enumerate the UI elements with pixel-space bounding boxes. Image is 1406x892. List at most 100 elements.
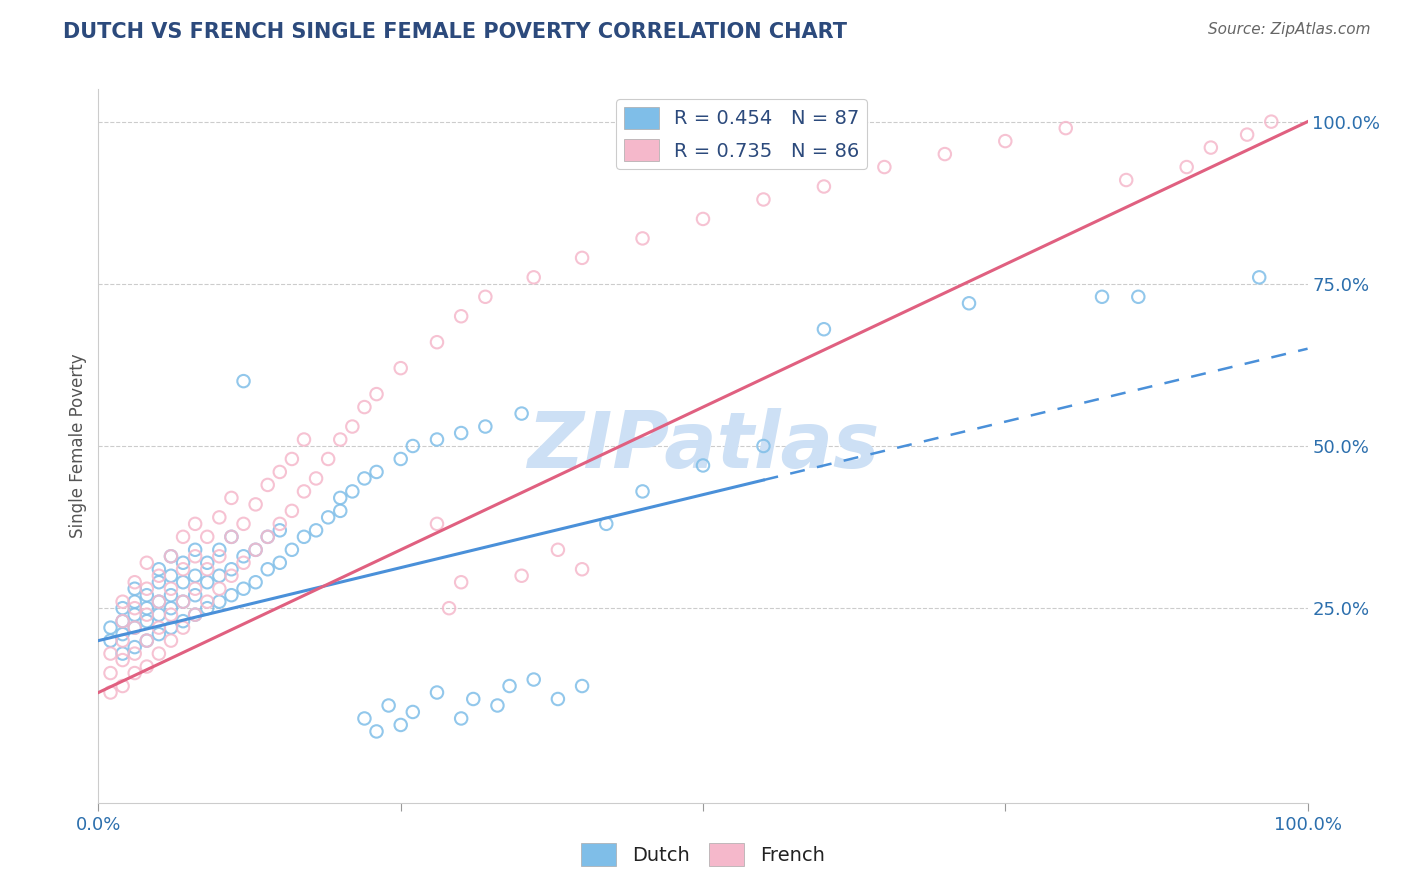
- Point: [160, 582, 183, 596]
- Point: [111, 633, 134, 648]
- Point: [269, 465, 291, 479]
- Point: [100, 647, 122, 661]
- Point: [160, 588, 183, 602]
- Point: [100, 685, 122, 699]
- Point: [256, 530, 278, 544]
- Point: [221, 491, 243, 505]
- Point: [631, 231, 654, 245]
- Point: [172, 575, 194, 590]
- Point: [245, 497, 267, 511]
- Point: [292, 484, 315, 499]
- Point: [1091, 290, 1114, 304]
- Point: [124, 621, 146, 635]
- Point: [160, 549, 183, 564]
- Point: [124, 647, 146, 661]
- Point: [135, 633, 157, 648]
- Point: [195, 595, 218, 609]
- Point: [342, 484, 364, 499]
- Point: [377, 698, 399, 713]
- Point: [366, 724, 388, 739]
- Point: [256, 478, 278, 492]
- Point: [111, 595, 134, 609]
- Point: [232, 549, 254, 564]
- Point: [450, 711, 472, 725]
- Point: [232, 516, 254, 531]
- Point: [934, 147, 956, 161]
- Point: [148, 647, 170, 661]
- Point: [111, 614, 134, 628]
- Point: [208, 549, 231, 564]
- Point: [353, 400, 375, 414]
- Point: [269, 556, 291, 570]
- Point: [571, 679, 593, 693]
- Point: [463, 692, 485, 706]
- Point: [450, 425, 472, 440]
- Point: [160, 633, 183, 648]
- Point: [316, 510, 339, 524]
- Point: [195, 556, 218, 570]
- Point: [245, 575, 267, 590]
- Point: [292, 530, 315, 544]
- Point: [135, 614, 157, 628]
- Point: [957, 296, 980, 310]
- Point: [148, 575, 170, 590]
- Point: [124, 575, 146, 590]
- Point: [195, 575, 218, 590]
- Point: [281, 542, 304, 557]
- Point: [172, 595, 194, 609]
- Point: [305, 524, 328, 538]
- Point: [571, 562, 593, 576]
- Point: [366, 465, 388, 479]
- Point: [498, 679, 520, 693]
- Point: [100, 666, 122, 681]
- Point: [426, 685, 449, 699]
- Point: [426, 433, 449, 447]
- Text: DUTCH VS FRENCH SINGLE FEMALE POVERTY CORRELATION CHART: DUTCH VS FRENCH SINGLE FEMALE POVERTY CO…: [63, 22, 848, 42]
- Point: [135, 601, 157, 615]
- Text: Source: ZipAtlas.com: Source: ZipAtlas.com: [1208, 22, 1371, 37]
- Point: [208, 582, 231, 596]
- Point: [752, 193, 775, 207]
- Point: [124, 621, 146, 635]
- Point: [281, 452, 304, 467]
- Text: ZIPatlas: ZIPatlas: [527, 408, 879, 484]
- Point: [221, 530, 243, 544]
- Point: [172, 621, 194, 635]
- Point: [160, 549, 183, 564]
- Point: [172, 530, 194, 544]
- Point: [426, 516, 449, 531]
- Point: [245, 542, 267, 557]
- Point: [752, 439, 775, 453]
- Point: [571, 251, 593, 265]
- Point: [184, 588, 207, 602]
- Point: [389, 361, 412, 376]
- Point: [486, 698, 509, 713]
- Point: [281, 504, 304, 518]
- Point: [208, 595, 231, 609]
- Point: [256, 562, 278, 576]
- Point: [474, 419, 496, 434]
- Point: [523, 270, 546, 285]
- Point: [813, 179, 835, 194]
- Point: [366, 387, 388, 401]
- Legend: R = 0.454   N = 87, R = 0.735   N = 86: R = 0.454 N = 87, R = 0.735 N = 86: [616, 99, 868, 169]
- Point: [111, 601, 134, 615]
- Point: [269, 524, 291, 538]
- Point: [100, 633, 122, 648]
- Point: [148, 607, 170, 622]
- Point: [232, 374, 254, 388]
- Point: [292, 433, 315, 447]
- Point: [873, 160, 896, 174]
- Point: [402, 439, 425, 453]
- Point: [148, 595, 170, 609]
- Point: [994, 134, 1017, 148]
- Point: [160, 621, 183, 635]
- Point: [426, 335, 449, 350]
- Point: [135, 607, 157, 622]
- Point: [1115, 173, 1137, 187]
- Point: [195, 601, 218, 615]
- Point: [124, 666, 146, 681]
- Point: [184, 607, 207, 622]
- Point: [329, 504, 352, 518]
- Point: [305, 471, 328, 485]
